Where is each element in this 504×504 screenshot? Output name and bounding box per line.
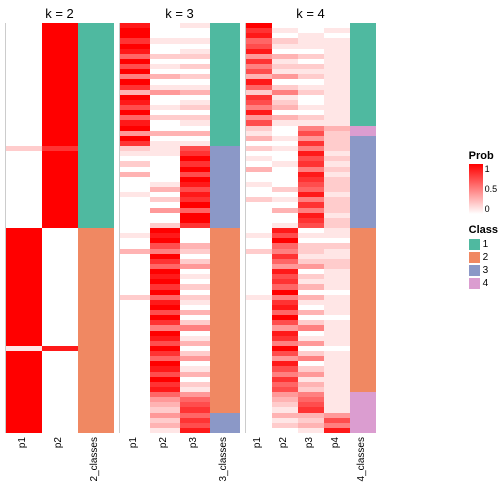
legend-class-title: Class: [469, 224, 498, 236]
x-axis-labels: p1p22_classes: [5, 433, 114, 481]
panel-title: k = 4: [245, 5, 376, 23]
class-swatch: [469, 265, 480, 276]
x-label: p4: [323, 437, 349, 448]
x-axis-labels: p1p2p33_classes: [119, 433, 240, 481]
panel-columns: [245, 23, 376, 433]
x-label: p3: [297, 437, 323, 448]
x-label: p2: [271, 437, 297, 448]
legend-prob: Prob 10.50: [469, 150, 498, 214]
class-swatch-row: 2: [469, 251, 498, 264]
prob-column: [42, 23, 78, 433]
gradient-tick: 1: [485, 164, 498, 174]
class-swatch: [469, 252, 480, 263]
class-swatch-row: 1: [469, 238, 498, 251]
x-label: 3_classes: [209, 437, 239, 481]
class-column: [350, 23, 376, 433]
class-swatch-label: 2: [483, 252, 489, 263]
x-axis-labels: p1p2p3p44_classes: [245, 433, 376, 481]
prob-gradient: 10.50: [469, 164, 483, 214]
prob-column: [6, 23, 42, 433]
prob-column: [150, 23, 180, 433]
panel-title: k = 2: [5, 5, 114, 23]
gradient-tick: 0.5: [485, 184, 498, 194]
panel-columns: [5, 23, 114, 433]
panel: k = 2p1p22_classes: [5, 5, 114, 445]
prob-column: [180, 23, 210, 433]
prob-column: [246, 23, 272, 433]
x-label: p2: [41, 437, 77, 448]
class-column: [210, 23, 240, 433]
prob-column: [298, 23, 324, 433]
class-swatches: 1 2 3 4: [469, 238, 498, 290]
legend-prob-title: Prob: [469, 150, 498, 162]
class-swatch-label: 1: [483, 239, 489, 250]
legend-class: Class 1 2 3 4: [469, 224, 498, 290]
x-label: 2_classes: [77, 437, 113, 481]
class-swatch: [469, 239, 480, 250]
panel-title: k = 3: [119, 5, 240, 23]
prob-column: [120, 23, 150, 433]
x-label: p1: [245, 437, 271, 448]
panel: k = 4p1p2p3p44_classes: [245, 5, 376, 445]
legend: Prob 10.50 Class 1234: [469, 150, 498, 300]
panel-columns: [119, 23, 240, 433]
x-label: 4_classes: [349, 437, 375, 481]
prob-column: [272, 23, 298, 433]
x-label: p1: [5, 437, 41, 448]
x-label: p1: [119, 437, 149, 448]
class-swatch-label: 3: [483, 265, 489, 276]
prob-gradient-ticks: 10.50: [485, 164, 498, 214]
panel: k = 3p1p2p33_classes: [119, 5, 240, 445]
x-label: p2: [149, 437, 179, 448]
class-swatch-row: 4: [469, 277, 498, 290]
panels-container: k = 2p1p22_classesk = 3p1p2p33_classesk …: [5, 5, 381, 445]
class-swatch: [469, 278, 480, 289]
class-column: [78, 23, 114, 433]
gradient-tick: 0: [485, 204, 498, 214]
x-label: p3: [179, 437, 209, 448]
prob-column: [324, 23, 350, 433]
class-swatch-label: 4: [483, 278, 489, 289]
class-swatch-row: 3: [469, 264, 498, 277]
